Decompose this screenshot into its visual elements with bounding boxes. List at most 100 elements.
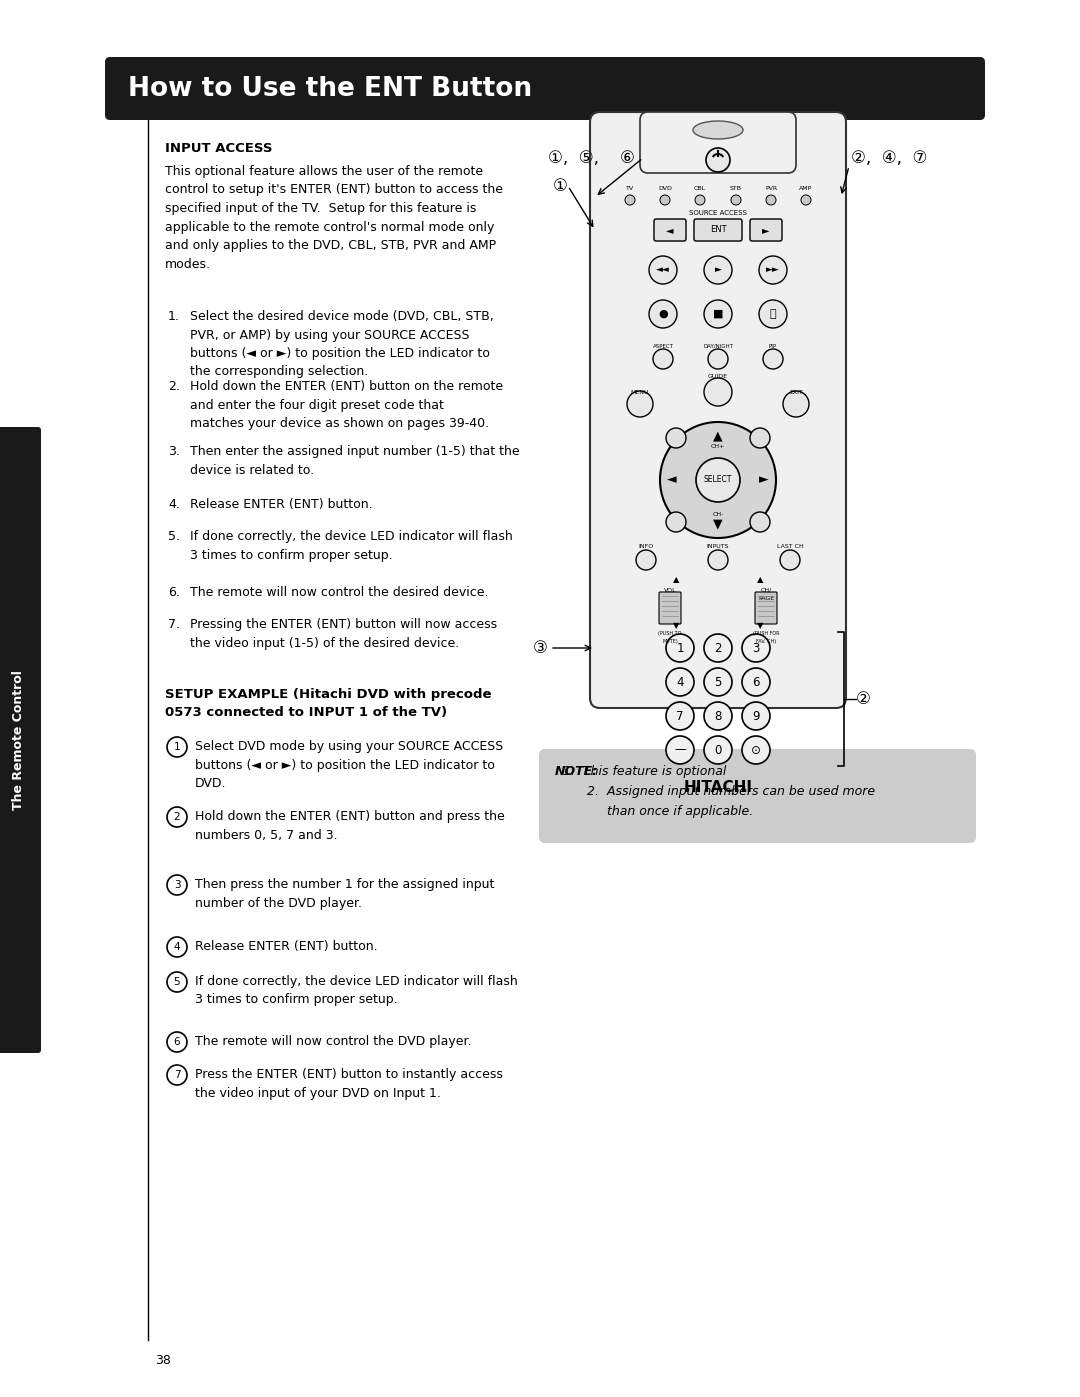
- Text: 7: 7: [676, 710, 684, 722]
- Text: If done correctly, the device LED indicator will flash
3 times to confirm proper: If done correctly, the device LED indica…: [195, 975, 517, 1006]
- Text: 0573 connected to INPUT 1 of the TV): 0573 connected to INPUT 1 of the TV): [165, 705, 447, 719]
- Text: 38: 38: [156, 1354, 171, 1366]
- Text: CBL: CBL: [694, 187, 706, 191]
- Circle shape: [780, 550, 800, 570]
- Circle shape: [731, 196, 741, 205]
- Text: ⏸: ⏸: [770, 309, 777, 319]
- Text: 4: 4: [676, 676, 684, 689]
- Text: ►: ►: [715, 265, 721, 274]
- Text: 9: 9: [753, 710, 759, 722]
- Circle shape: [708, 550, 728, 570]
- FancyBboxPatch shape: [539, 749, 976, 842]
- Text: 7: 7: [174, 1070, 180, 1080]
- Text: Pressing the ENTER (ENT) button will now access
the video input (1-5) of the des: Pressing the ENTER (ENT) button will now…: [190, 617, 497, 650]
- Circle shape: [696, 196, 705, 205]
- Circle shape: [742, 634, 770, 662]
- Circle shape: [649, 300, 677, 328]
- FancyBboxPatch shape: [0, 427, 41, 1053]
- Text: 2: 2: [714, 641, 721, 655]
- Text: ①: ①: [553, 177, 568, 196]
- Text: The remote will now control the desired device.: The remote will now control the desired …: [190, 585, 488, 599]
- Circle shape: [704, 634, 732, 662]
- FancyBboxPatch shape: [640, 112, 796, 173]
- Circle shape: [627, 391, 653, 416]
- Text: VOL: VOL: [664, 588, 676, 592]
- Text: ◄◄: ◄◄: [657, 265, 670, 274]
- Text: 5.: 5.: [168, 529, 180, 543]
- Text: 1: 1: [174, 742, 180, 752]
- Text: ⊙: ⊙: [751, 743, 761, 757]
- Text: AMP: AMP: [799, 187, 812, 191]
- Circle shape: [742, 668, 770, 696]
- Text: INFO: INFO: [638, 543, 653, 549]
- Text: CH+: CH+: [711, 443, 725, 448]
- Text: 1: 1: [676, 641, 684, 655]
- Text: 3.: 3.: [168, 446, 180, 458]
- Circle shape: [801, 196, 811, 205]
- Text: PVR: PVR: [765, 187, 778, 191]
- Circle shape: [666, 703, 694, 731]
- Circle shape: [750, 427, 770, 448]
- Text: ●: ●: [658, 309, 667, 319]
- FancyBboxPatch shape: [105, 57, 985, 120]
- Circle shape: [666, 634, 694, 662]
- Circle shape: [759, 300, 787, 328]
- Text: Hold down the ENTER (ENT) button and press the
numbers 0, 5, 7 and 3.: Hold down the ENTER (ENT) button and pre…: [195, 810, 504, 841]
- Text: (PUSH TO: (PUSH TO: [659, 631, 681, 637]
- Text: 6: 6: [753, 676, 759, 689]
- Circle shape: [636, 550, 656, 570]
- Text: PAGE: PAGE: [758, 595, 774, 601]
- Text: 2.: 2.: [168, 380, 180, 393]
- Ellipse shape: [693, 122, 743, 138]
- Text: 0: 0: [714, 743, 721, 757]
- Text: TV: TV: [626, 187, 634, 191]
- Text: Release ENTER (ENT) button.: Release ENTER (ENT) button.: [190, 497, 373, 511]
- Text: ③: ③: [532, 638, 548, 657]
- FancyBboxPatch shape: [590, 112, 846, 708]
- Text: 3: 3: [174, 880, 180, 890]
- FancyBboxPatch shape: [694, 219, 742, 242]
- Text: MENU: MENU: [631, 390, 649, 394]
- Text: ►: ►: [759, 474, 769, 486]
- Text: DVD: DVD: [658, 187, 672, 191]
- Text: STB: STB: [730, 187, 742, 191]
- Circle shape: [708, 349, 728, 369]
- Text: ②,  ④,  ⑦: ②, ④, ⑦: [851, 149, 928, 168]
- Circle shape: [696, 458, 740, 502]
- Circle shape: [704, 256, 732, 284]
- Circle shape: [742, 736, 770, 764]
- Text: ▲: ▲: [673, 576, 679, 584]
- Circle shape: [704, 668, 732, 696]
- Circle shape: [762, 349, 783, 369]
- Text: 1.: 1.: [168, 310, 180, 323]
- Text: CH-: CH-: [713, 511, 724, 517]
- Text: The remote will now control the DVD player.: The remote will now control the DVD play…: [195, 1035, 472, 1048]
- Text: ►►: ►►: [766, 265, 780, 274]
- Text: 8: 8: [714, 710, 721, 722]
- Text: Hold down the ENTER (ENT) button on the remote
and enter the four digit preset c: Hold down the ENTER (ENT) button on the …: [190, 380, 503, 430]
- Text: MUTE): MUTE): [662, 640, 678, 644]
- Text: Press the ENTER (ENT) button to instantly access
the video input of your DVD on : Press the ENTER (ENT) button to instantl…: [195, 1067, 503, 1099]
- Circle shape: [660, 422, 777, 538]
- Text: —: —: [674, 743, 686, 757]
- Circle shape: [706, 148, 730, 172]
- Text: LAST CH: LAST CH: [777, 543, 804, 549]
- Text: (PUSH FOR: (PUSH FOR: [753, 631, 780, 637]
- Text: SELECT: SELECT: [704, 475, 732, 485]
- Text: ASPECT: ASPECT: [652, 344, 674, 348]
- Text: ■: ■: [713, 309, 724, 319]
- Text: ②: ②: [856, 690, 870, 708]
- Circle shape: [666, 427, 686, 448]
- Text: GUIDE: GUIDE: [708, 374, 728, 380]
- Text: ①,  ⑤,: ①, ⑤,: [548, 149, 599, 168]
- FancyBboxPatch shape: [755, 592, 777, 624]
- Text: 1.  This feature is optional: 1. This feature is optional: [555, 766, 727, 778]
- Text: 3: 3: [753, 641, 759, 655]
- Text: CH/: CH/: [760, 588, 771, 592]
- Text: ▼: ▼: [757, 622, 764, 630]
- Text: The Remote Control: The Remote Control: [13, 671, 26, 810]
- Text: ▼: ▼: [713, 517, 723, 531]
- Text: 4.: 4.: [168, 497, 180, 511]
- Text: If done correctly, the device LED indicator will flash
3 times to confirm proper: If done correctly, the device LED indica…: [190, 529, 513, 562]
- Text: DAY/NIGHT: DAY/NIGHT: [703, 344, 733, 348]
